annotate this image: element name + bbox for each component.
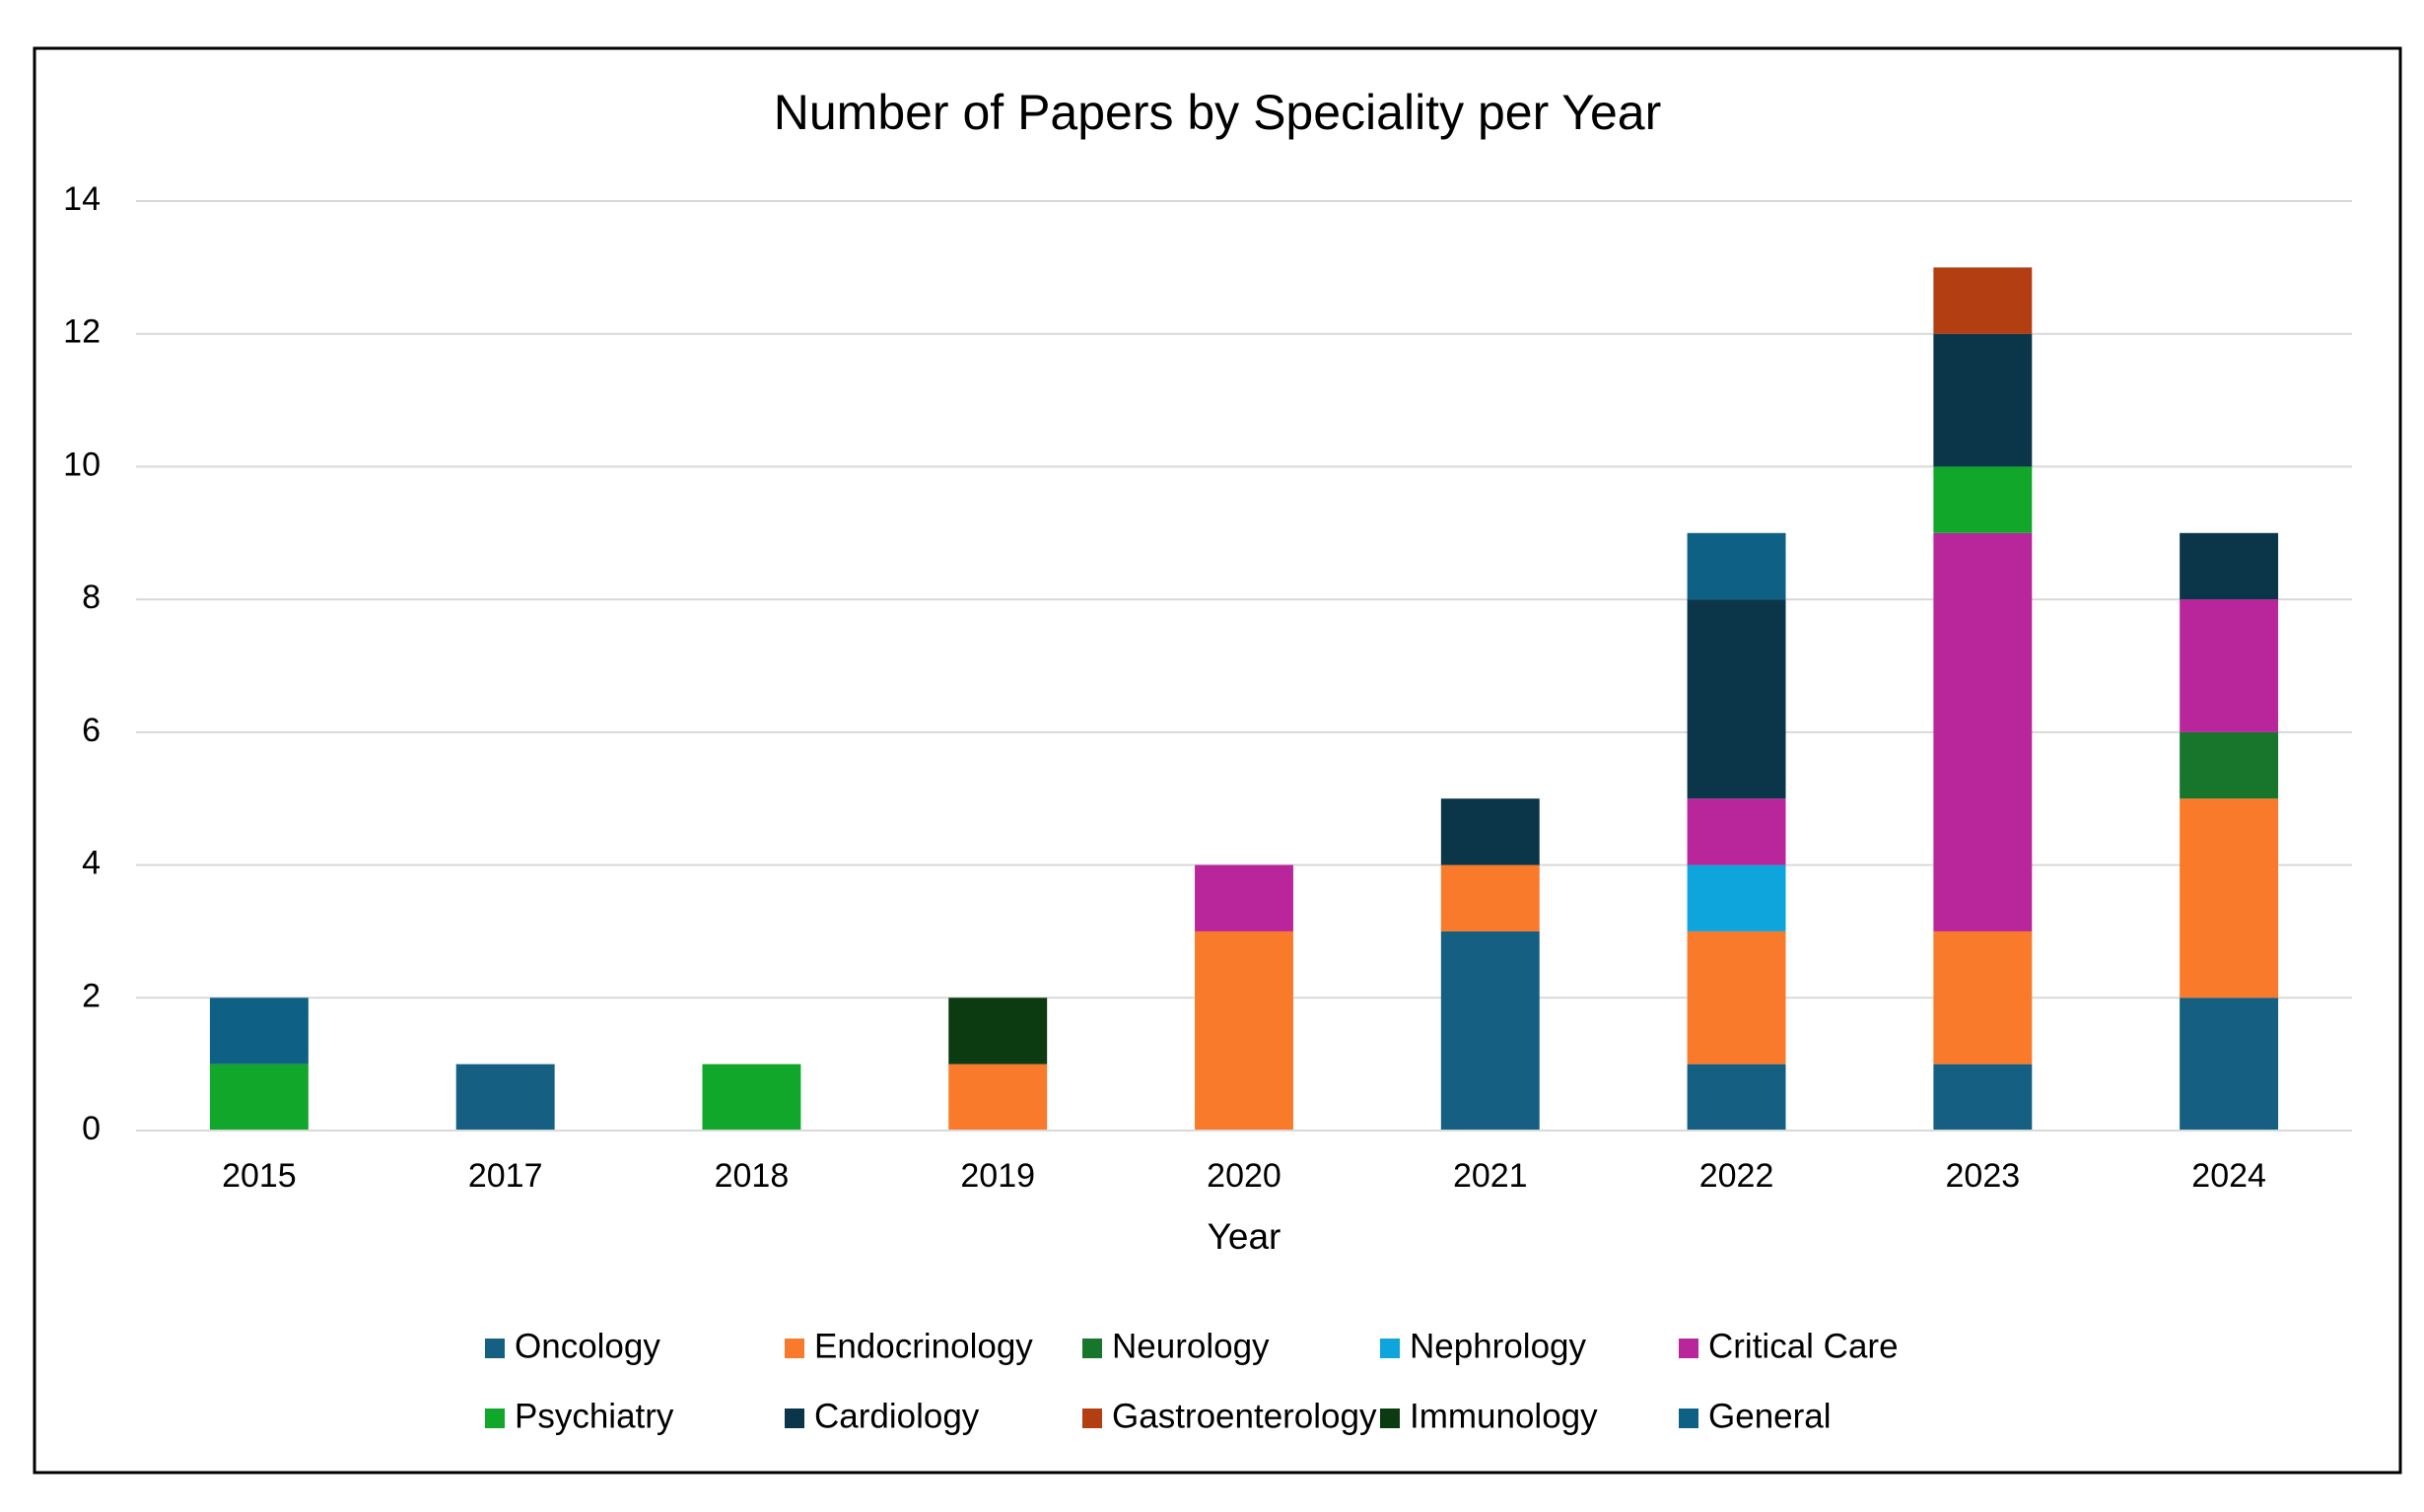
bar-segment: [1440, 798, 1540, 865]
bar-segment: [948, 1064, 1048, 1131]
bar-segment: [1933, 1064, 2033, 1131]
bar-segment: [209, 1064, 309, 1131]
legend-label: Neurology: [1112, 1327, 1270, 1365]
legend-swatch: [1679, 1409, 1698, 1428]
y-tick-label: 4: [82, 845, 101, 882]
legend-label: Oncology: [515, 1327, 660, 1365]
legend-swatch: [785, 1409, 804, 1428]
bar-segment: [1687, 532, 1786, 600]
y-tick-label: 8: [82, 579, 101, 616]
bar-segment: [702, 1064, 801, 1131]
bar-segment: [1933, 333, 2033, 467]
x-tick-label: 2018: [715, 1157, 790, 1195]
bar-segment: [1933, 466, 2033, 533]
bar-segment: [455, 1064, 555, 1131]
bar-segment: [1687, 599, 1786, 799]
legend-swatch: [1380, 1409, 1400, 1428]
chart-title: Number of Papers by Speciality per Year: [774, 85, 1662, 140]
bar-segment: [2180, 997, 2279, 1131]
x-tick-label: 2023: [1946, 1157, 2021, 1195]
bar-segment: [948, 997, 1048, 1065]
bar-segment: [1933, 532, 2033, 931]
y-tick-label: 2: [82, 977, 101, 1014]
legend-swatch: [485, 1409, 505, 1428]
bar-segment: [1195, 930, 1293, 1131]
legend-swatch: [1380, 1339, 1400, 1358]
x-tick-label: 2024: [2191, 1157, 2266, 1195]
x-axis-label: Year: [1208, 1216, 1281, 1257]
bar-segment: [1687, 1064, 1786, 1131]
legend-swatch: [1082, 1339, 1102, 1358]
bar-segment: [1687, 864, 1786, 931]
x-tick-label: 2021: [1453, 1157, 1528, 1195]
legend-label: Endocrinology: [814, 1327, 1033, 1365]
legend-swatch: [1082, 1409, 1102, 1428]
x-tick-label: 2019: [960, 1157, 1035, 1195]
legend-label: Gastroenterology: [1112, 1397, 1377, 1435]
x-tick-label: 2020: [1207, 1157, 1281, 1195]
y-tick-label: 10: [63, 446, 101, 483]
chart-frame: [33, 46, 2402, 1475]
legend-swatch: [1679, 1339, 1698, 1358]
bar-segment: [1440, 864, 1540, 931]
bar-segment: [1687, 930, 1786, 1065]
y-tick-label: 6: [82, 712, 101, 749]
bar-segment: [1195, 864, 1293, 931]
legend-label: Critical Care: [1708, 1327, 1899, 1365]
bar-segment: [2180, 532, 2279, 600]
y-tick-label: 14: [63, 180, 101, 218]
bar-segment: [1440, 930, 1540, 1131]
bar-segment: [2180, 798, 2279, 998]
bar-segment: [1687, 798, 1786, 865]
x-tick-label: 2022: [1699, 1157, 1774, 1195]
legend-label: Psychiatry: [515, 1397, 674, 1435]
x-tick-label: 2015: [222, 1157, 297, 1195]
legend-swatch: [785, 1339, 804, 1358]
bar-segment: [2180, 731, 2279, 799]
y-tick-label: 0: [82, 1110, 101, 1147]
legend-label: Nephrology: [1410, 1327, 1586, 1365]
legend-swatch: [485, 1339, 505, 1358]
bar-segment: [2180, 599, 2279, 732]
y-tick-label: 12: [63, 313, 101, 351]
bar-segment: [209, 997, 309, 1065]
x-tick-label: 2017: [468, 1157, 543, 1195]
legend-label: Cardiology: [814, 1397, 980, 1435]
legend-label: Immunology: [1410, 1397, 1598, 1435]
legend-label: General: [1708, 1397, 1832, 1435]
bar-segment: [1933, 267, 2033, 334]
bar-segment: [1933, 930, 2033, 1065]
